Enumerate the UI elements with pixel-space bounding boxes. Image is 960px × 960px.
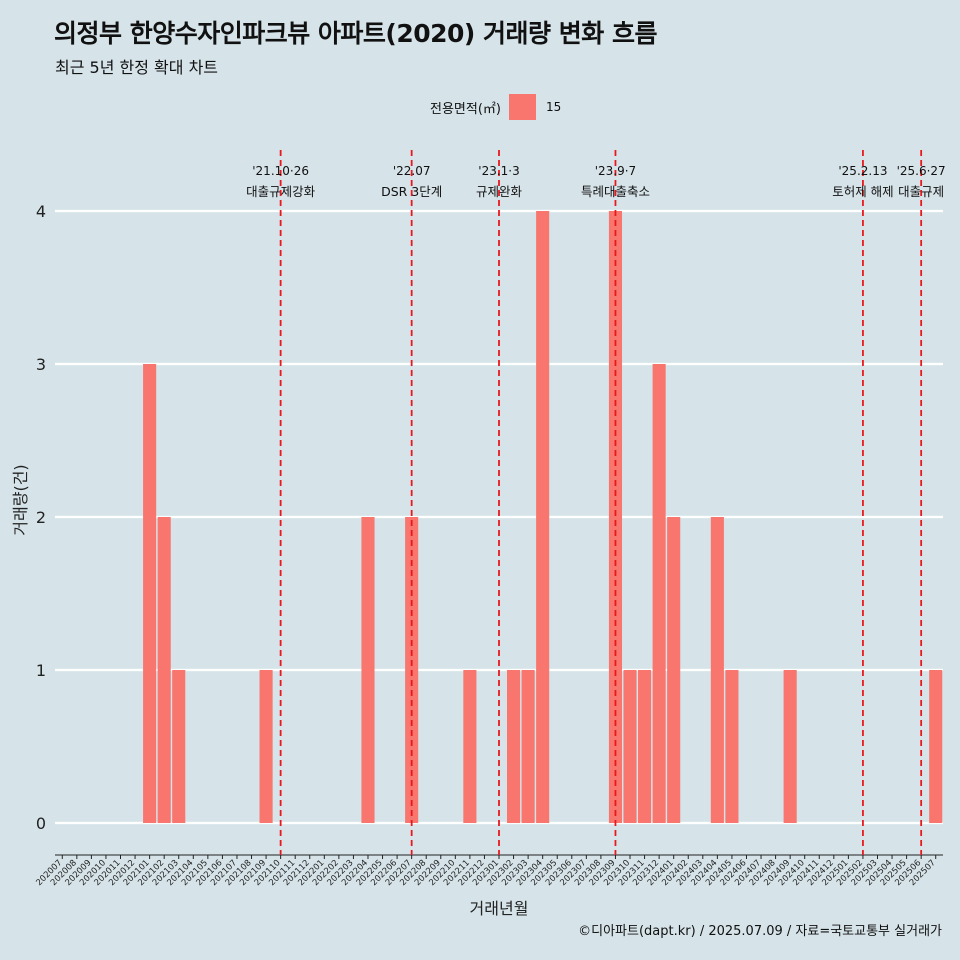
event-date-label: '23.9·7 — [595, 164, 636, 178]
bar — [143, 364, 157, 823]
event-date-label: '25.6·27 — [897, 164, 946, 178]
bar — [521, 670, 535, 823]
bar — [536, 211, 550, 823]
legend-swatch — [508, 94, 536, 120]
bar — [638, 670, 652, 823]
legend-key-label: 15 — [545, 100, 562, 114]
event-date-label: '25.2.13 — [838, 164, 887, 178]
bar — [507, 670, 521, 823]
bar — [361, 517, 375, 823]
event-date-label: '21.10·26 — [252, 164, 309, 178]
bar — [157, 517, 171, 823]
event-label: 대출규제강화 — [246, 184, 316, 199]
bar — [652, 364, 666, 823]
x-axis-title: 거래년월 — [470, 899, 529, 918]
legend: 전용면적(㎡) 15 — [430, 94, 561, 120]
y-axis-title: 거래량(건) — [11, 464, 30, 535]
bar — [172, 670, 186, 823]
bar — [783, 670, 797, 823]
y-tick-label: 2 — [36, 508, 46, 527]
bar — [463, 670, 477, 823]
chart-title: 의정부 한양수자인파크뷰 아파트(2020) 거래량 변화 흐름 — [54, 19, 657, 48]
chart-subtitle: 최근 5년 한정 확대 차트 — [55, 58, 219, 77]
event-label: 대출규제 — [898, 184, 944, 199]
bar — [608, 211, 623, 823]
event-label: 규제완화 — [476, 184, 523, 199]
bar — [623, 670, 637, 823]
event-date-label: '22.07 — [393, 164, 431, 178]
y-tick-label: 1 — [36, 661, 46, 680]
bar — [929, 670, 943, 823]
bar — [710, 517, 724, 823]
y-tick-label: 0 — [36, 814, 46, 833]
event-label: 특례대출축소 — [581, 184, 650, 199]
legend-title: 전용면적(㎡) — [430, 101, 501, 117]
y-tick-label: 4 — [36, 202, 46, 221]
bar — [725, 670, 739, 823]
event-date-label: '23.1·3 — [478, 164, 519, 178]
bar — [259, 670, 273, 823]
y-tick-label: 3 — [36, 355, 46, 374]
source-caption: ©디아파트(dapt.kr) / 2025.07.09 / 자료=국토교통부 실… — [578, 924, 942, 939]
bar — [667, 517, 681, 823]
event-label: DSR 3단계 — [381, 184, 442, 199]
event-label: 토허제 해제 — [832, 184, 893, 199]
